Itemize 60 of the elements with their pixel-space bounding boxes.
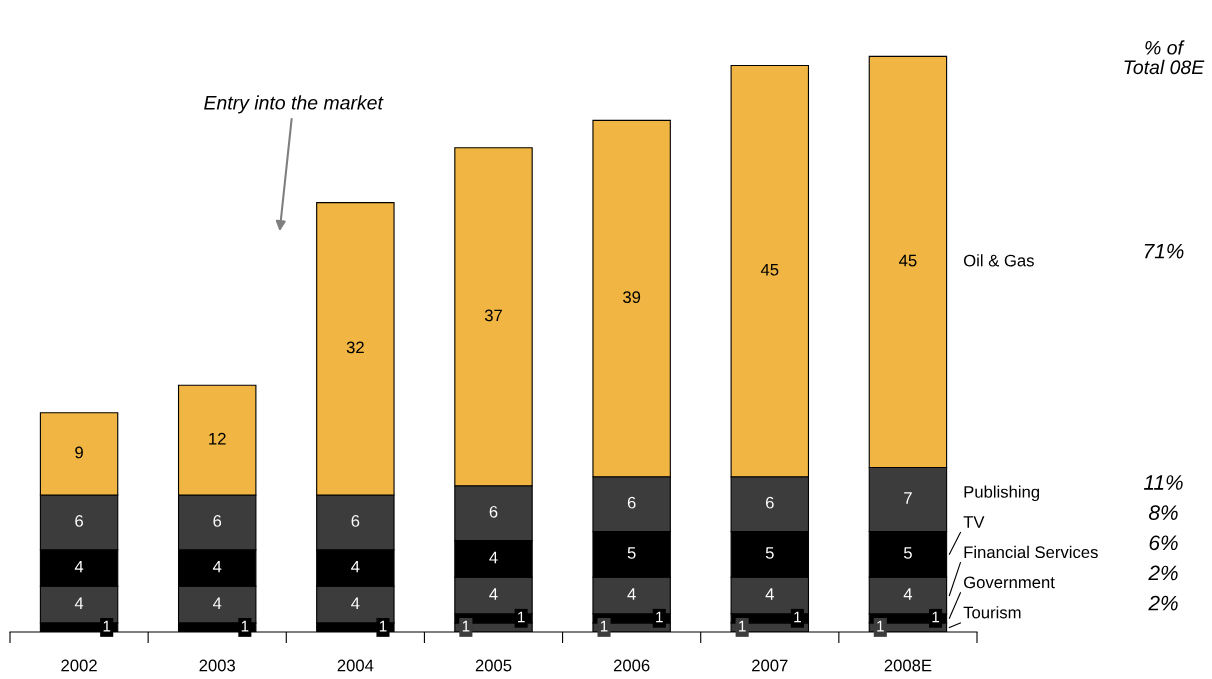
x-tick-label: 2008E	[884, 659, 932, 672]
data-label: 1	[241, 620, 249, 632]
x-tick-label: 2005	[475, 659, 512, 672]
data-label: 1	[600, 620, 608, 632]
legend-label: Government	[964, 576, 1055, 589]
text: % of Total 08E	[1124, 40, 1205, 75]
data-label: 4	[212, 560, 222, 573]
text: 11%	[1143, 475, 1183, 490]
data-label: 4	[74, 597, 84, 609]
x-tick-label: 2007	[752, 659, 788, 672]
series-label: TV	[963, 516, 985, 528]
data-label: 1	[794, 611, 801, 623]
data-label: 1	[739, 620, 746, 632]
data-label: 45	[760, 263, 779, 276]
data-label: 37	[484, 309, 502, 322]
data-label: 1	[656, 611, 663, 623]
series-label: Oil & Gas	[963, 254, 1034, 267]
legend-label: Financial Services	[964, 545, 1098, 559]
data-label: 1	[932, 611, 940, 623]
data-label: 1	[877, 620, 884, 632]
data-label: 39	[623, 291, 641, 303]
data-label: 6	[351, 515, 360, 527]
data-label: 6	[766, 496, 774, 509]
data-label: 32	[346, 341, 364, 354]
data-label: 4	[489, 551, 498, 564]
data-label: 4	[351, 560, 360, 573]
annotation: Entry into the market	[204, 95, 384, 114]
x-tick-label: 2006	[613, 659, 650, 672]
text: 6%	[1149, 535, 1178, 551]
data-label: 1	[103, 620, 111, 632]
data-label: 5	[903, 547, 912, 559]
x-tick-label: 2003	[199, 659, 236, 672]
text: 2%	[1148, 595, 1178, 611]
data-label: 4	[212, 597, 222, 609]
data-label: 4	[489, 588, 498, 600]
data-label: 4	[903, 588, 913, 600]
data-label: 7	[904, 492, 912, 504]
data-label: 1	[518, 611, 525, 623]
text: 8%	[1148, 505, 1178, 521]
data-label: 6	[627, 496, 636, 509]
data-label: 4	[627, 588, 636, 600]
x-tick-label: 2004	[337, 659, 374, 672]
legend-label: Tourism	[963, 606, 1021, 619]
data-label: 1	[462, 620, 470, 632]
data-label: 4	[765, 588, 774, 600]
data-label: 6	[489, 505, 498, 518]
data-label: 4	[351, 597, 360, 609]
data-label: 5	[627, 547, 636, 559]
series-label: Publishing	[964, 485, 1040, 502]
data-label: 12	[209, 432, 226, 445]
x-tick-label: 2002	[61, 659, 97, 672]
data-label: 5	[765, 547, 774, 559]
data-label: 6	[75, 515, 83, 527]
data-label: 9	[75, 446, 83, 459]
data-label: 1	[379, 620, 387, 632]
text: 2%	[1148, 565, 1178, 581]
data-label: 45	[899, 254, 917, 267]
text: 71%	[1144, 243, 1184, 259]
data-label: 4	[74, 560, 84, 573]
data-label: 6	[213, 515, 222, 527]
